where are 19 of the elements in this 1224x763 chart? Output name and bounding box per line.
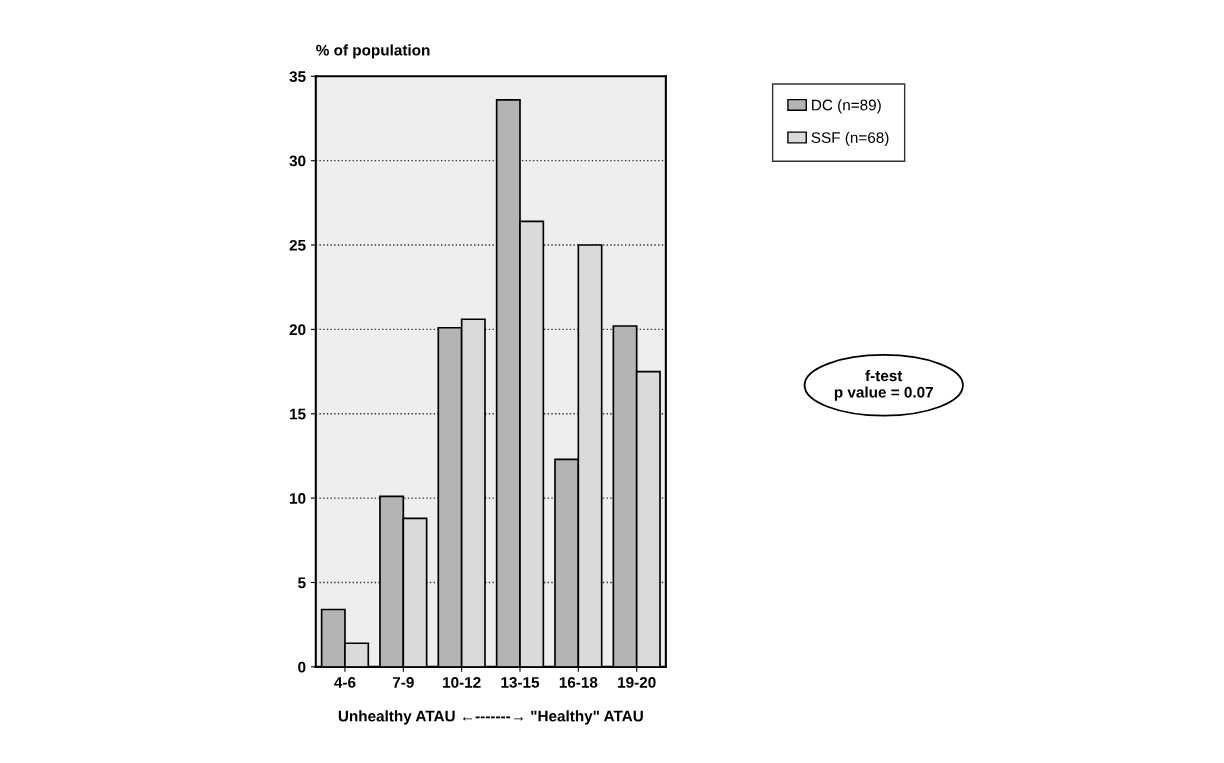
x-tick-label: 16-18 (559, 676, 598, 688)
text: f-test p value = 0.07 (834, 369, 933, 401)
legend-label: DC (n=89) (812, 99, 881, 114)
legend-label: SSF (n=68) (811, 131, 889, 147)
y-tick-label: 25 (289, 239, 306, 251)
y-tick-label: 10 (290, 493, 306, 504)
y-tick-label: 20 (289, 324, 306, 336)
y-tick-label: 35 (289, 71, 306, 83)
x-tick-label: 19-20 (618, 676, 656, 688)
x-tick-label: 13-15 (501, 676, 540, 688)
y-tick-label: 0 (298, 661, 306, 673)
y-tick-label: 15 (290, 408, 306, 420)
x-tick-label: 4-6 (334, 676, 356, 688)
x-tick-label: 7-9 (392, 676, 414, 688)
y-axis-title: % of population (316, 44, 430, 59)
x-axis-title: Unhealthy ATAU ←-------→ "Healthy" ATAU (338, 710, 643, 725)
y-tick-label: 5 (298, 577, 306, 589)
y-tick-label: 30 (289, 155, 306, 167)
x-tick-label: 10-12 (443, 676, 481, 688)
